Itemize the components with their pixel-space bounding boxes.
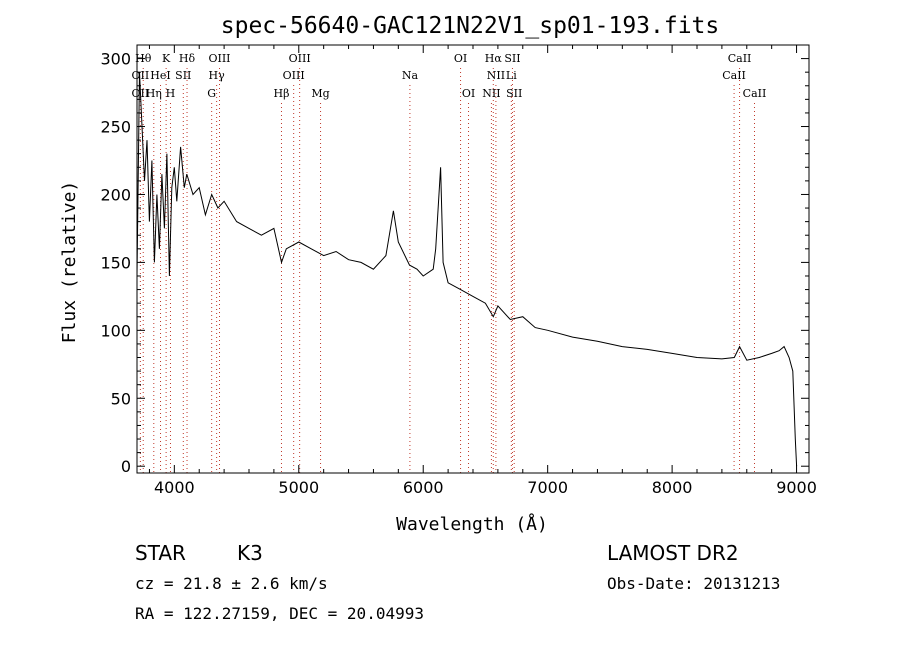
redshift-velocity: cz = 21.8 ± 2.6 km/s (135, 574, 328, 593)
plot-frame (136, 44, 810, 474)
y-axis-ticks: 0 50 100 150 200 250 300 (100, 50, 809, 476)
spectral-line-label: NII (482, 87, 500, 100)
spectral-line-label: CaII (743, 87, 767, 100)
spectral-line-label: OIII (283, 69, 305, 82)
spectral-line-label: SII (506, 87, 522, 100)
spectral-line-label: Hη (146, 87, 162, 100)
x-tick-label: 6000 (403, 478, 444, 497)
spectral-line-label: SII (175, 69, 191, 82)
y-tick-label: 150 (100, 253, 131, 272)
x-tick-label: 5000 (278, 478, 319, 497)
spectral-line-label: Na (402, 69, 419, 82)
x-tick-label: 4000 (154, 478, 195, 497)
spectral-line-label: OI (462, 87, 475, 100)
spectral-line-label: OI (454, 52, 467, 65)
x-axis-label: Wavelength (Å) (396, 513, 548, 535)
y-tick-label: 0 (121, 457, 131, 476)
spectral-line-label: SII (504, 52, 520, 65)
spectral-line-label: H (166, 87, 176, 100)
y-tick-label: 50 (111, 389, 131, 408)
spectral-line-label: K (162, 52, 171, 65)
y-tick-label: 250 (100, 118, 131, 137)
spectral-line-label: Hβ (274, 87, 290, 100)
spectral-line-label: CaII (728, 52, 752, 65)
y-tick-label: 200 (100, 185, 131, 204)
spectral-line-label: Mg (311, 87, 329, 100)
spectral-line-label: Li (506, 69, 517, 82)
x-tick-label: 8000 (652, 478, 693, 497)
spectral-line-label: G (207, 87, 216, 100)
spectral-line-label: CaII (722, 69, 746, 82)
spectral-line-label: HeI (150, 69, 170, 82)
object-class: STAR (135, 541, 186, 565)
spectral-line-label: Hδ (179, 52, 196, 65)
observation-date: Obs-Date: 20131213 (607, 574, 780, 593)
y-axis-label: Flux (relative) (59, 181, 80, 344)
spectral-line-label: Hα (485, 52, 503, 65)
x-tick-label: 9000 (776, 478, 817, 497)
y-tick-label: 300 (100, 50, 131, 69)
spectral-line-markers (139, 68, 755, 473)
spectral-line-label: OIII (208, 52, 230, 65)
object-subclass: K3 (237, 541, 263, 565)
survey-label: LAMOST DR2 (607, 541, 739, 565)
coordinates: RA = 122.27159, DEC = 20.04993 (135, 604, 424, 623)
spectral-line-label: NII (487, 69, 505, 82)
chart-title: spec-56640-GAC121N22V1_sp01-193.fits (221, 13, 720, 39)
x-tick-label: 7000 (527, 478, 568, 497)
spectrum-line (136, 72, 798, 467)
spectral-line-label: OIII (289, 52, 311, 65)
spectral-line-label: Hγ (209, 69, 226, 82)
spectral-line-label: OII (132, 69, 150, 82)
y-tick-label: 100 (100, 321, 131, 340)
x-axis-ticks: 4000 5000 6000 7000 8000 9000 (148, 45, 817, 497)
